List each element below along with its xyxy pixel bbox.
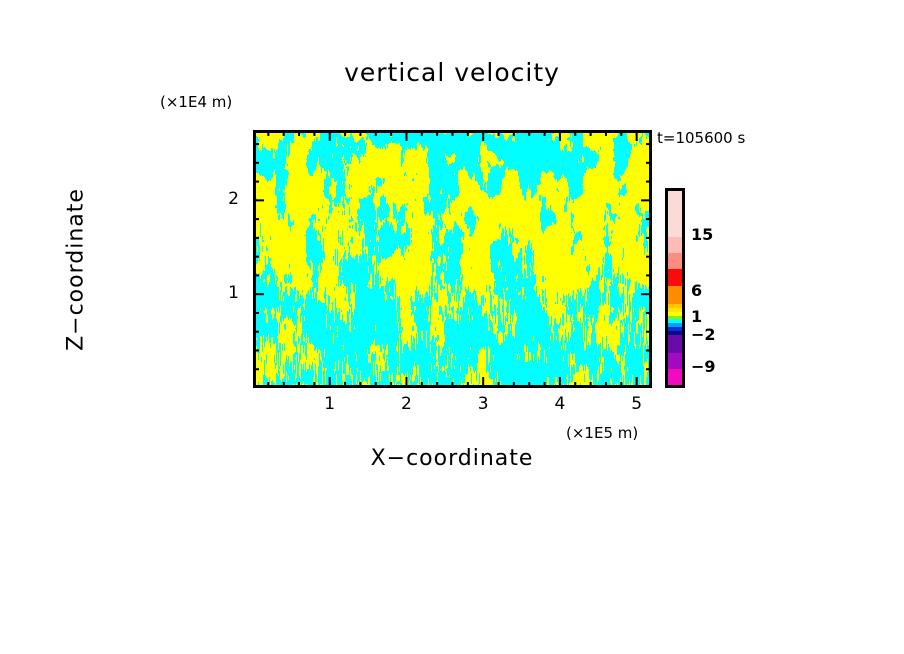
colorbar-tick-label: −2 — [691, 325, 716, 344]
contour-plot-area — [253, 130, 652, 388]
x-axis-units-label: (×1E5 m) — [566, 424, 639, 442]
y-tick-label: 2 — [228, 189, 239, 210]
x-tick-label: 3 — [477, 394, 489, 414]
y-axis-units-label: (×1E4 m) — [160, 93, 233, 111]
colorbar-tick-label: −9 — [691, 357, 716, 376]
colorbar-band — [668, 312, 682, 317]
x-tick-label: 2 — [401, 394, 412, 414]
colorbar-band — [668, 286, 682, 304]
colorbar-band — [668, 318, 682, 323]
colorbar-band — [668, 308, 682, 313]
x-tick-label: 5 — [631, 394, 643, 414]
colorbar-tick-label: 6 — [691, 281, 703, 300]
time-annotation: t=105600 s — [657, 129, 746, 147]
colorbar-band — [668, 252, 682, 269]
x-axis-title: X−coordinate — [370, 446, 534, 471]
colorbar-band — [668, 353, 682, 369]
vertical-velocity-field — [253, 130, 652, 388]
colorbar-band — [668, 335, 682, 354]
colorbar-band — [668, 236, 682, 253]
chart-title: vertical velocity — [344, 58, 560, 87]
colorbar-band — [668, 316, 682, 319]
x-tick-label: 4 — [554, 394, 566, 414]
x-tick-label: 1 — [324, 394, 336, 414]
colorbar-band — [668, 268, 682, 287]
colorbar-band — [668, 331, 682, 336]
colorbar-band — [668, 191, 682, 237]
colorbar-band — [668, 322, 682, 328]
y-tick-label: 1 — [228, 283, 239, 304]
colorbar — [665, 188, 685, 388]
y-axis-title: Z−coordinate — [63, 188, 89, 351]
colorbar-tick-label: 15 — [691, 225, 714, 244]
colorbar-band — [668, 327, 682, 332]
colorbar-tick-label: 1 — [691, 307, 703, 326]
colorbar-band — [668, 303, 682, 309]
colorbar-band — [668, 368, 682, 385]
